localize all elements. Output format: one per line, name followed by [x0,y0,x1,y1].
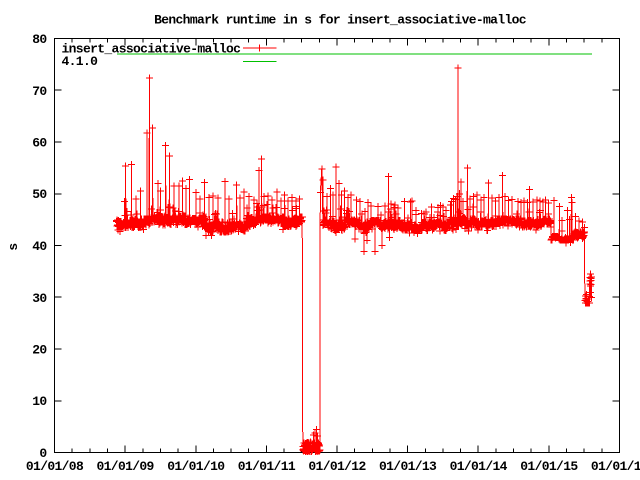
svg-text:4.1.0: 4.1.0 [62,54,99,69]
svg-text:70: 70 [32,84,47,99]
svg-text:01/01/10: 01/01/10 [167,459,225,474]
svg-text:01/01/13: 01/01/13 [379,459,437,474]
svg-text:0: 0 [39,446,47,461]
svg-text:01/01/14: 01/01/14 [450,459,508,474]
svg-text:50: 50 [32,187,47,202]
svg-text:01/01/16: 01/01/16 [591,459,640,474]
svg-text:01/01/11: 01/01/11 [238,459,296,474]
svg-text:10: 10 [32,394,47,409]
svg-text:01/01/15: 01/01/15 [520,459,578,474]
svg-text:60: 60 [32,136,47,151]
svg-text:01/01/08: 01/01/08 [26,459,84,474]
svg-text:insert_associative-malloc: insert_associative-malloc [62,41,242,56]
svg-text:01/01/12: 01/01/12 [308,459,366,474]
svg-text:80: 80 [32,32,47,47]
svg-text:01/01/09: 01/01/09 [96,459,154,474]
svg-text:s: s [6,243,21,251]
svg-text:30: 30 [32,291,47,306]
svg-text:20: 20 [32,343,47,358]
svg-text:40: 40 [32,239,47,254]
svg-text:Benchmark runtime in s for ins: Benchmark runtime in s for insert_associ… [154,12,527,27]
